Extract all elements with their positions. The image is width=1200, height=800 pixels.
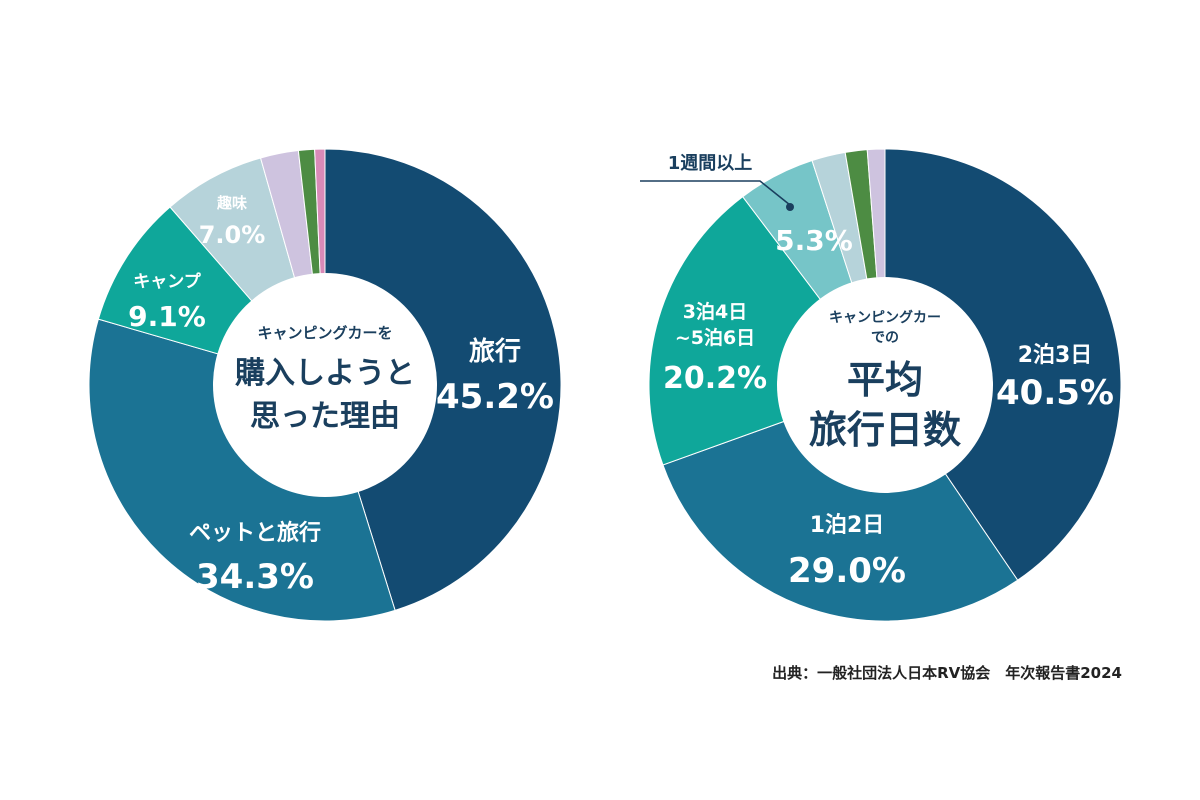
slice-label: ~5泊6日: [675, 327, 755, 349]
slice-value: 29.0%: [788, 551, 906, 591]
slice-label: 1週間以上: [668, 153, 753, 174]
slice-value: 7.0%: [199, 221, 266, 249]
slice-value: 45.2%: [436, 377, 554, 417]
slice-1: [884, 148, 1122, 581]
donut-hole: [213, 273, 437, 497]
slice-label: 2泊3日: [1018, 343, 1093, 368]
slice-2: [662, 384, 1019, 622]
slice-value: 9.1%: [128, 300, 206, 333]
center-title-line: キャンピングカーを: [257, 324, 392, 342]
slice-label: 旅行: [469, 336, 521, 367]
slice-label: キャンプ: [133, 271, 201, 292]
center-title-line: 旅行日数: [809, 408, 961, 452]
slice-value: 34.3%: [196, 557, 314, 597]
center-title-line: での: [871, 330, 899, 346]
slice-value: 20.2%: [663, 361, 767, 396]
callout-leader: [640, 180, 794, 211]
slice-label: 趣味: [216, 194, 247, 212]
slice-label: 3泊4日: [683, 301, 747, 323]
slice-1: [324, 148, 562, 611]
center-title-line: 購入しようと: [235, 356, 415, 391]
slice-label: 1泊2日: [810, 513, 885, 538]
center-title-line: 平均: [847, 358, 923, 402]
center-title-line: 思った理由: [250, 399, 400, 434]
center-title-line: キャンピングカー: [829, 309, 941, 326]
donut-hole: [777, 277, 993, 493]
slice-value: 40.5%: [996, 373, 1114, 413]
source-note: 出典：一般社団法人日本RV協会 年次報告書2024: [772, 664, 1122, 682]
slice-value: 5.3%: [775, 224, 853, 257]
slice-label: ペットと旅行: [189, 520, 321, 546]
